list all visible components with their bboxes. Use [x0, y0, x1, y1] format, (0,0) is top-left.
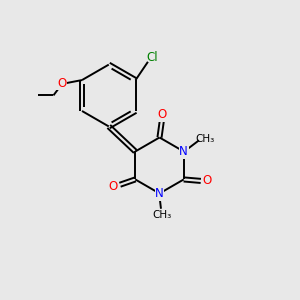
Text: O: O — [109, 180, 118, 193]
Text: CH₃: CH₃ — [195, 134, 214, 143]
Text: Cl: Cl — [146, 51, 158, 64]
Text: CH₃: CH₃ — [152, 210, 171, 220]
Text: O: O — [157, 108, 167, 121]
Text: N: N — [179, 145, 188, 158]
Text: O: O — [202, 174, 211, 188]
Text: O: O — [57, 76, 66, 89]
Text: N: N — [155, 187, 164, 200]
